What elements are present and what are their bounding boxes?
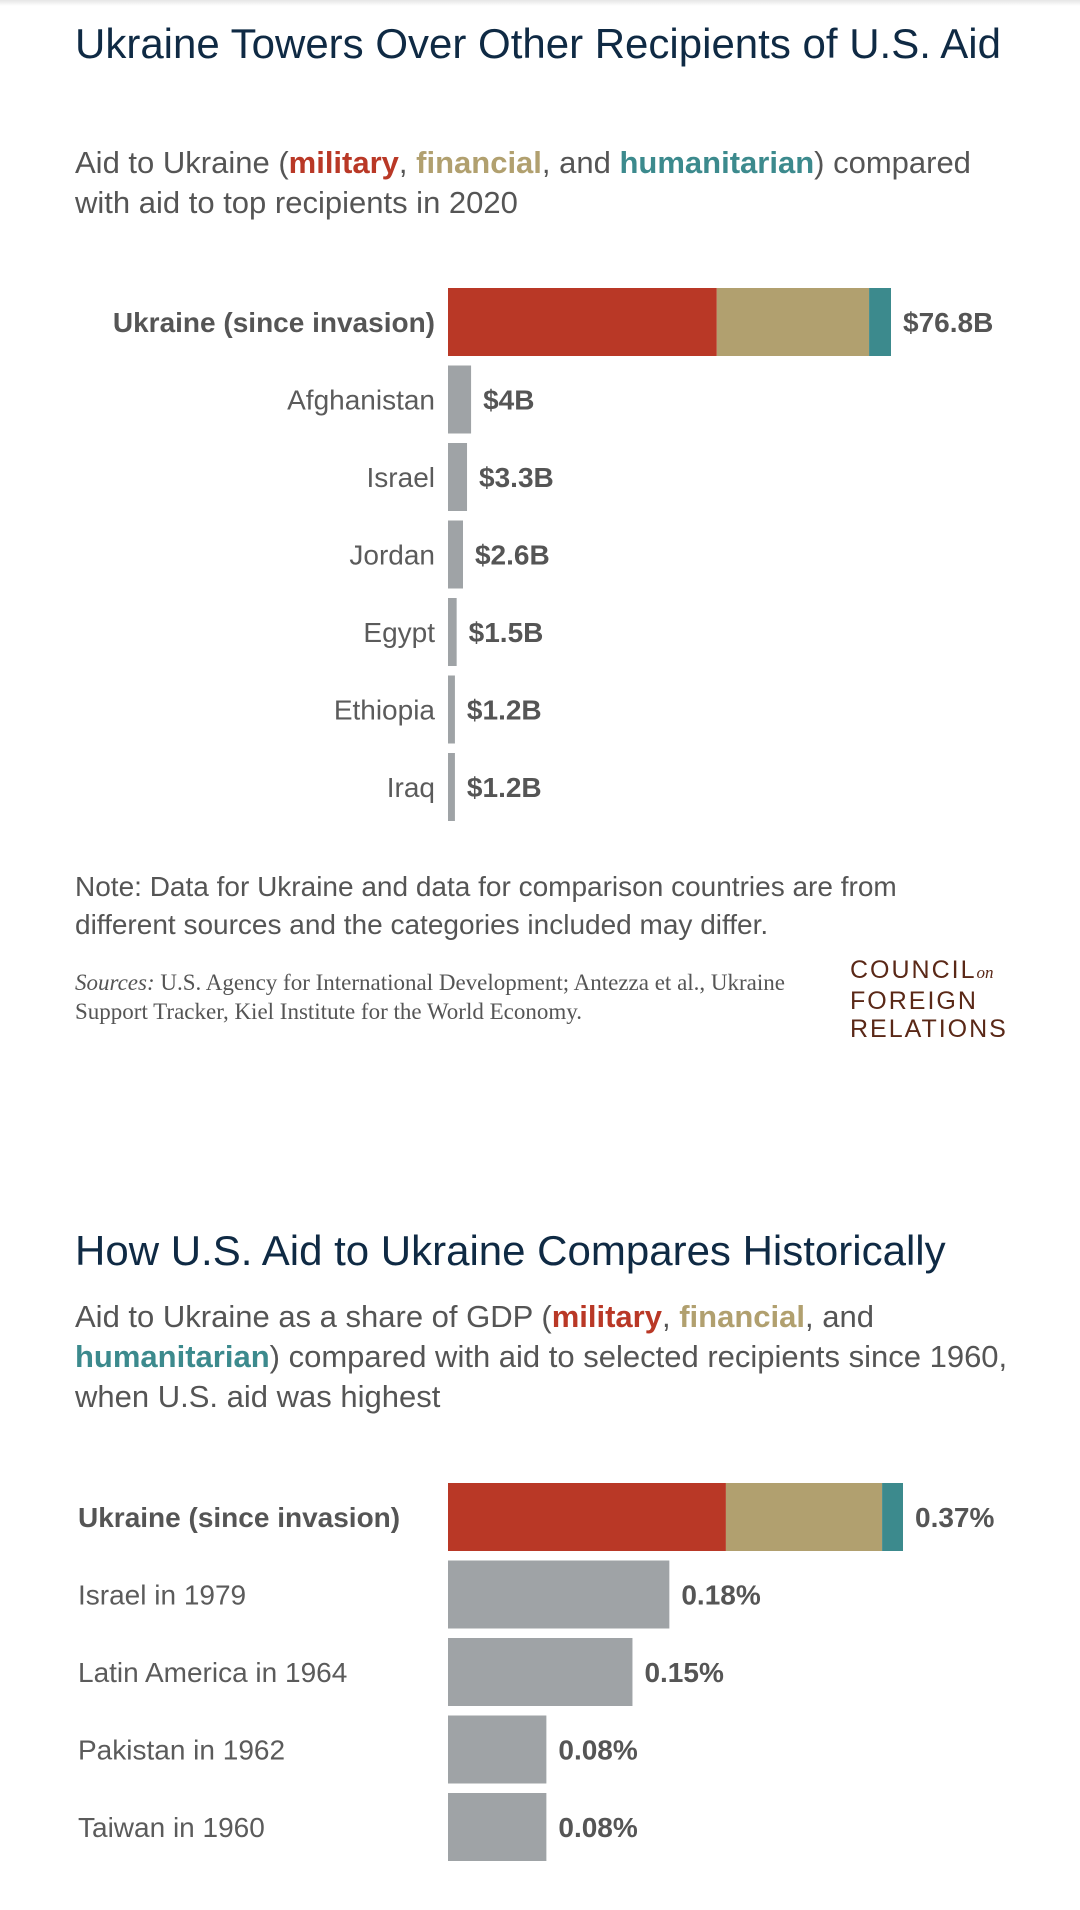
- category-label-latin-america-in-1964: Latin America in 1964: [78, 1657, 347, 1688]
- sources-text: U.S. Agency for International Developmen…: [75, 970, 785, 1024]
- chart-note: Note: Data for Ukraine and data for comp…: [75, 871, 897, 940]
- cfr-logo: COUNCILon FOREIGN RELATIONS: [850, 956, 1020, 1043]
- value-label-taiwan-in-1960: 0.08%: [558, 1812, 637, 1843]
- value-label-ukraine-since-invasion: 0.37%: [915, 1502, 994, 1533]
- bar-chart-svg: Ukraine (since invasion) 0.37% Israel in 1…: [78, 1483, 994, 1861]
- category-label-ukraine-since-invasion: Ukraine (since invasion): [78, 1502, 400, 1533]
- legend-military: military: [551, 1299, 662, 1334]
- bar-israel-in-1979: [448, 1560, 670, 1629]
- chart-title: Ukraine Towers Over Other Recipients of …: [75, 20, 1001, 67]
- chart-sources: Sources: U.S. Agency for International D…: [75, 968, 835, 1026]
- chart-subtitle: Aid to Ukraine as a share of GDP (milita…: [75, 1297, 1025, 1417]
- logo-line: COUNCIL: [850, 956, 977, 984]
- bar-egypt: [448, 598, 457, 666]
- subtitle-text: , and: [541, 145, 620, 180]
- category-label-israel-in-1979: Israel in 1979: [78, 1580, 246, 1611]
- bar-segment-military: [448, 288, 717, 356]
- subtitle-text: ) compared with aid to top recipients in…: [75, 145, 971, 220]
- chart-title: How U.S. Aid to Ukraine Compares Histori…: [75, 1227, 946, 1274]
- bar-pakistan-in-1962: [448, 1715, 547, 1784]
- value-label-ethiopia: $1.2B: [467, 695, 542, 726]
- subtitle-text: , and: [804, 1299, 874, 1334]
- bar-segment-humanitarian: [869, 288, 891, 356]
- bar-segment-military: [448, 1483, 726, 1551]
- chart-subtitle: Aid to Ukraine (military, financial, and…: [75, 143, 1025, 223]
- legend-military: military: [288, 145, 399, 180]
- bar-ethiopia: [448, 675, 455, 744]
- subtitle-text: ,: [398, 145, 417, 180]
- sources-label: Sources:: [75, 970, 155, 995]
- bar-chart-svg: Ukraine (since invasion) $76.8B Afghanista…: [113, 288, 993, 821]
- bar-iraq: [448, 753, 455, 821]
- legend-humanitarian: humanitarian: [619, 145, 815, 180]
- category-label-pakistan-in-1962: Pakistan in 1962: [78, 1735, 285, 1766]
- subtitle-text: ,: [661, 1299, 680, 1334]
- value-label-latin-america-in-1964: 0.15%: [644, 1657, 723, 1688]
- value-label-afghanistan: $4B: [483, 385, 534, 416]
- category-label-ukraine-since-invasion: Ukraine (since invasion): [113, 307, 435, 338]
- top-shadow: [0, 0, 1080, 6]
- chart-panel-historical: How U.S. Aid to Ukraine Compares Histori…: [0, 1200, 1080, 1900]
- logo-line: FOREIGN: [850, 987, 978, 1015]
- bar-segment-humanitarian: [882, 1483, 903, 1551]
- category-label-israel: Israel: [367, 462, 435, 493]
- bar-chart-aid-amount: Ukraine (since invasion) $76.8B Afghanista…: [0, 278, 1080, 843]
- subtitle-text: Aid to Ukraine as a share of GDP (: [75, 1299, 552, 1334]
- category-label-taiwan-in-1960: Taiwan in 1960: [78, 1812, 265, 1843]
- value-label-israel-in-1979: 0.18%: [681, 1580, 760, 1611]
- value-label-jordan: $2.6B: [475, 540, 550, 571]
- legend-humanitarian: humanitarian: [75, 1339, 270, 1374]
- bar-jordan: [448, 520, 463, 589]
- bar-latin-america-in-1964: [448, 1638, 633, 1706]
- bar-chart-share-of-gdp: Ukraine (since invasion) 0.37% Israel in 1…: [0, 1475, 1080, 1880]
- category-label-afghanistan: Afghanistan: [287, 385, 435, 416]
- bar-segment-financial: [725, 1483, 883, 1551]
- bar-israel: [448, 443, 468, 511]
- legend-financial: financial: [416, 145, 542, 180]
- value-label-israel: $3.3B: [479, 462, 554, 493]
- subtitle-text: ) compared with aid to selected recipien…: [75, 1339, 1008, 1414]
- logo-line: on: [976, 963, 994, 982]
- subtitle-text: Aid to Ukraine (: [75, 145, 289, 180]
- category-label-iraq: Iraq: [387, 772, 435, 803]
- logo-line: RELATIONS: [850, 1015, 1008, 1043]
- bar-taiwan-in-1960: [448, 1793, 547, 1861]
- legend-financial: financial: [679, 1299, 805, 1334]
- bar-segment-financial: [716, 288, 870, 356]
- category-label-jordan: Jordan: [349, 540, 435, 571]
- value-label-pakistan-in-1962: 0.08%: [558, 1735, 637, 1766]
- category-label-egypt: Egypt: [363, 617, 435, 648]
- bar-afghanistan: [448, 365, 472, 434]
- value-label-ukraine-since-invasion: $76.8B: [903, 307, 993, 338]
- value-label-egypt: $1.5B: [469, 617, 544, 648]
- category-label-ethiopia: Ethiopia: [334, 695, 436, 726]
- chart-panel-top-recipients: Ukraine Towers Over Other Recipients of …: [0, 20, 1080, 1043]
- value-label-iraq: $1.2B: [467, 772, 542, 803]
